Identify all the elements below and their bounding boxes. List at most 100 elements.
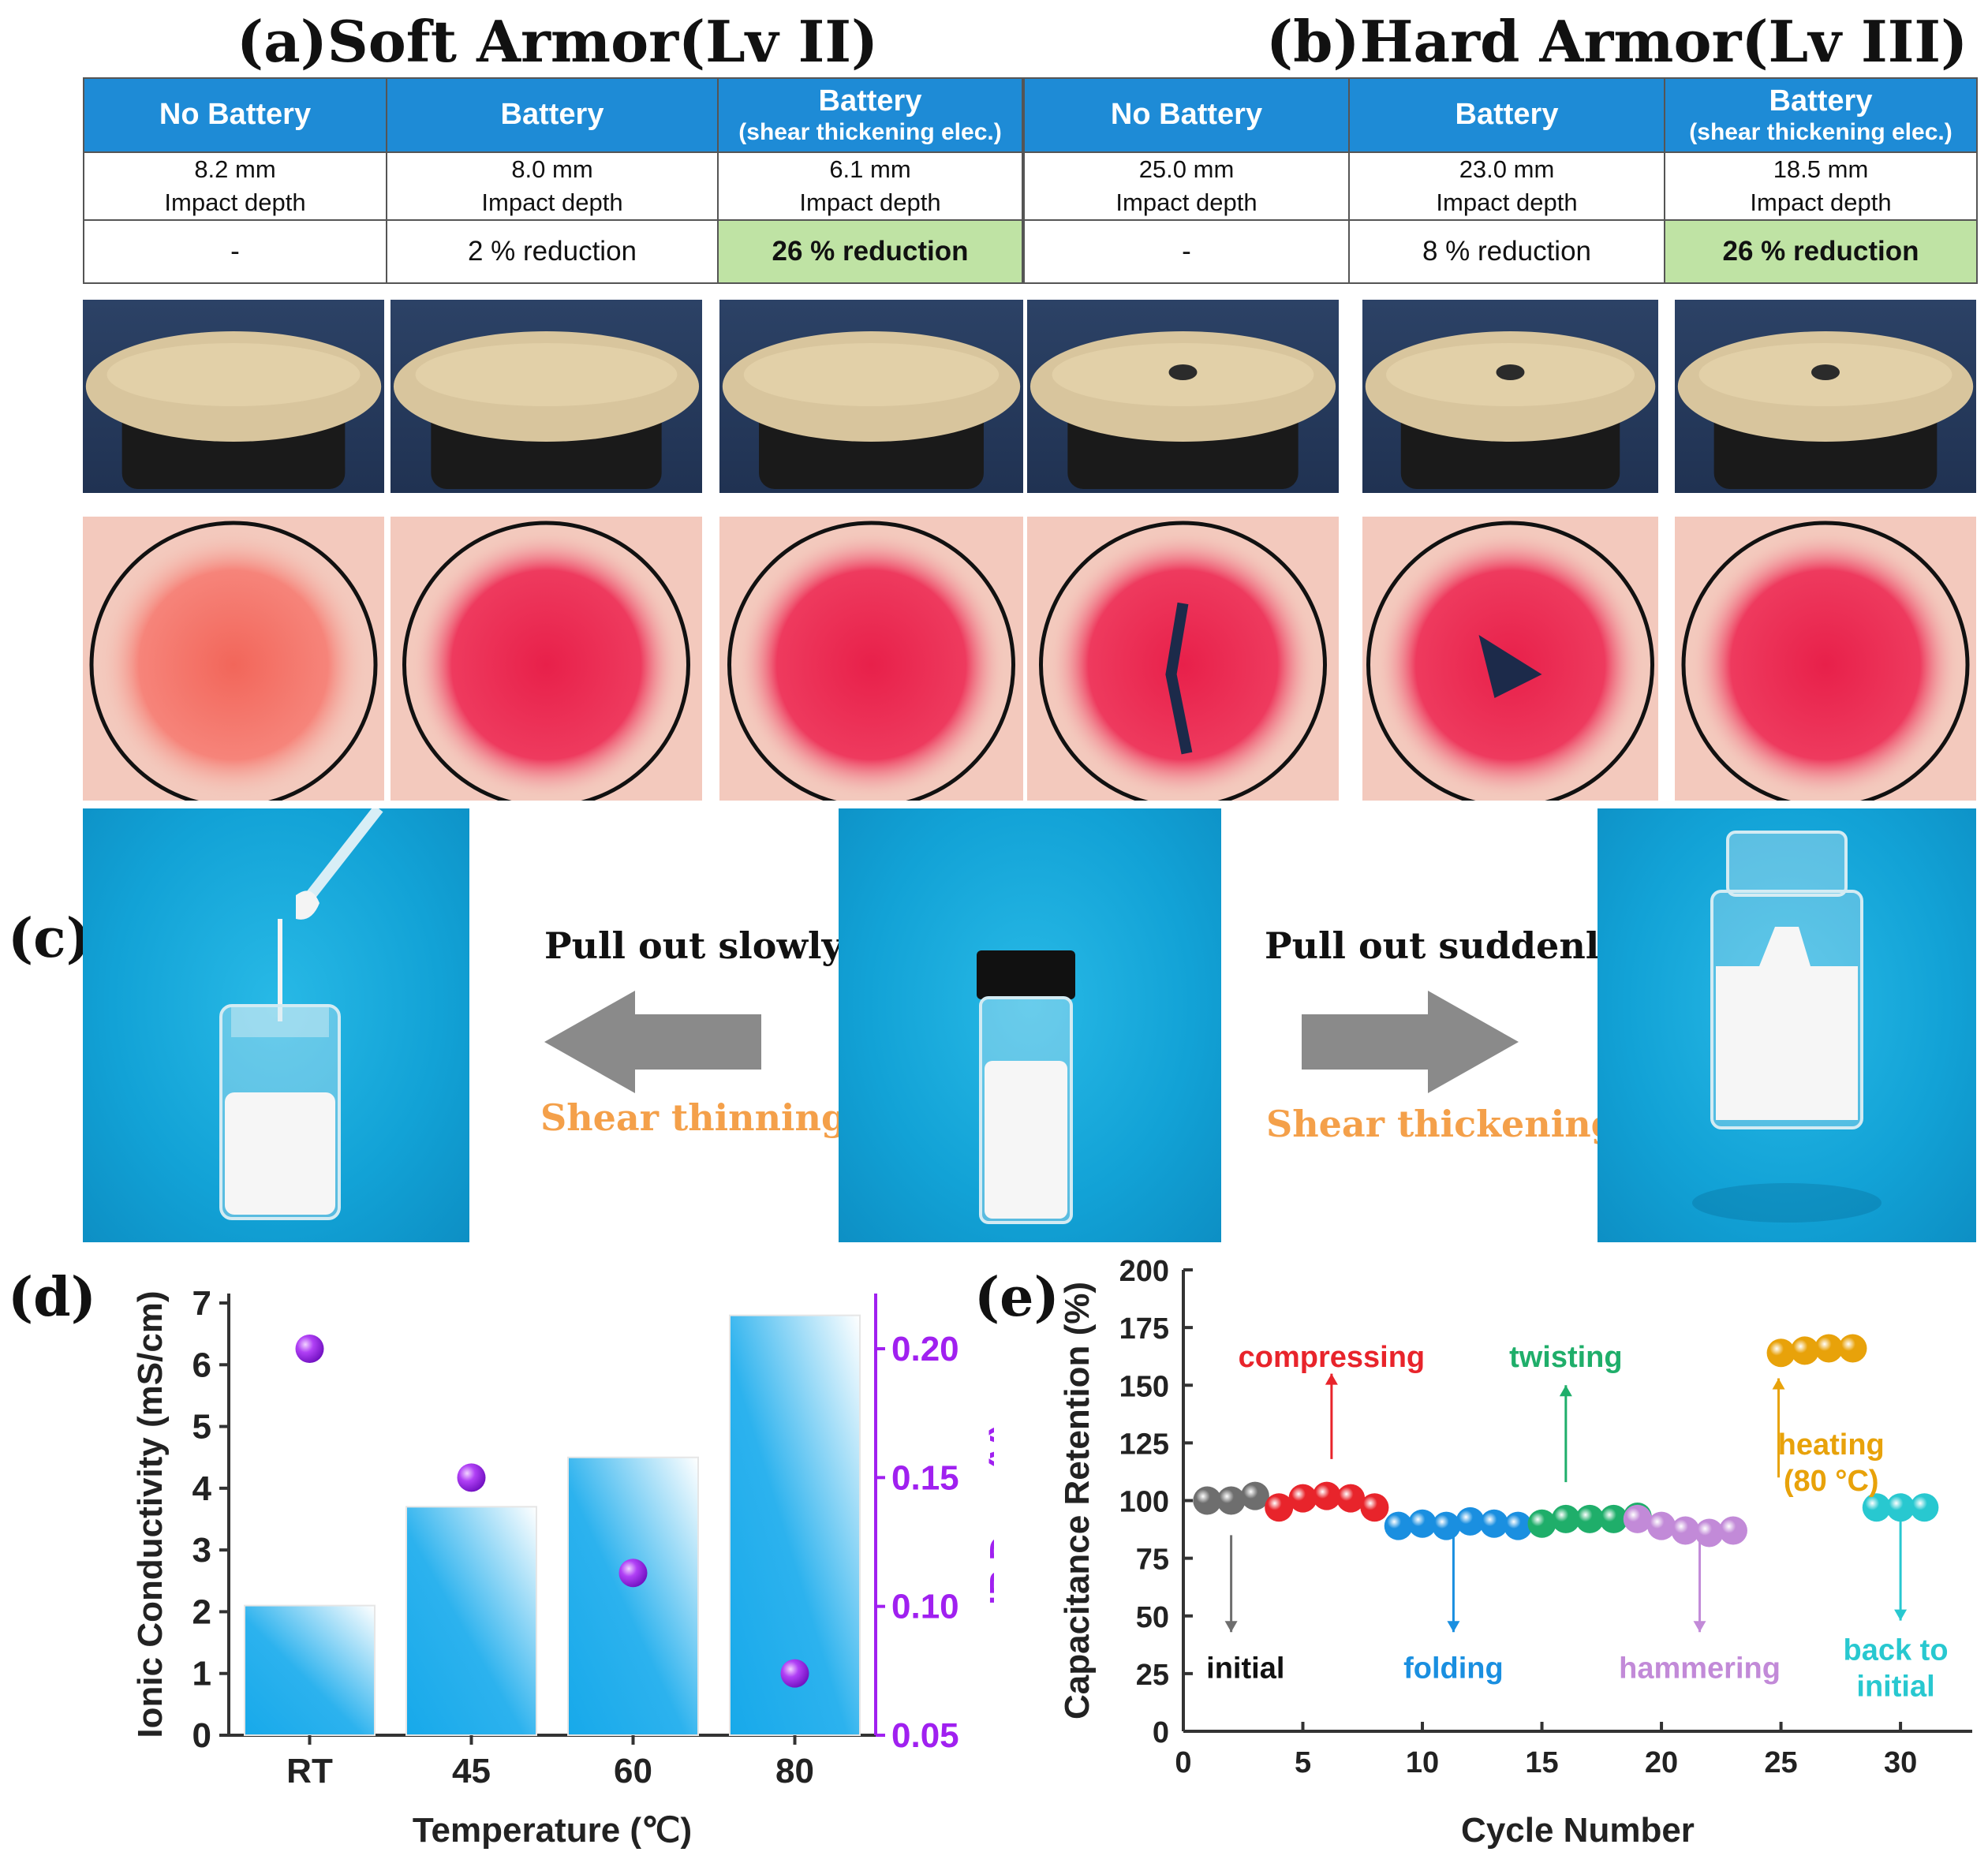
annotation-label-2: initial xyxy=(1856,1670,1934,1703)
annotation-arrowhead xyxy=(1325,1373,1338,1385)
retention-point xyxy=(1336,1484,1366,1513)
annotation-label: back to xyxy=(1844,1633,1949,1667)
retention-point xyxy=(1384,1511,1413,1540)
hard-reduction-3: 26 % reduction xyxy=(1664,219,1978,284)
witness-paper-photo xyxy=(1362,517,1658,801)
witness-paper-photo xyxy=(719,517,1023,801)
pull-sudden-text: Pull out suddenly xyxy=(1265,924,1620,967)
x-tick-label: 20 xyxy=(1645,1746,1678,1779)
clay-photo xyxy=(390,300,702,493)
retention-point xyxy=(1216,1486,1246,1515)
soft-depth-3: 6.1 mm Impact depth xyxy=(717,151,1023,221)
x-tick-label: 10 xyxy=(1406,1746,1439,1779)
hard-armor-table: No Battery Battery Battery (shear thicken… xyxy=(1023,77,1978,284)
annotation-label: initial xyxy=(1206,1652,1284,1686)
retention-point xyxy=(1288,1484,1317,1513)
retention-point xyxy=(1575,1504,1605,1533)
annotation-label: compressing xyxy=(1239,1341,1426,1374)
panel-d-label: (d) xyxy=(8,1266,96,1329)
x-axis-title: Temperature (℃) xyxy=(413,1811,692,1850)
annotation-arrowhead xyxy=(1447,1621,1460,1633)
retention-point xyxy=(1647,1511,1676,1540)
retention-point xyxy=(1766,1338,1796,1368)
retention-point xyxy=(1312,1481,1341,1510)
x-axis-title: Cycle Number xyxy=(1461,1811,1695,1850)
panel-a-title: (a)Soft Armor(Lv II) xyxy=(237,8,879,75)
clay-photo xyxy=(719,300,1023,493)
y-tick-label: 125 xyxy=(1119,1428,1169,1461)
y-tick-label: 7 xyxy=(192,1284,211,1323)
vial-sudden-photo xyxy=(1598,808,1976,1242)
y-axis-title: Ionic Conductivity (mS/cm) xyxy=(131,1290,170,1738)
retention-point xyxy=(1504,1511,1533,1540)
annotation-arrowhead xyxy=(1559,1385,1572,1397)
retention-point xyxy=(1790,1336,1819,1365)
y-tick-label: 4 xyxy=(192,1469,212,1508)
y-tick-label: 100 xyxy=(1119,1486,1169,1519)
retention-point xyxy=(1718,1516,1747,1545)
shear-thinning-text: Shear thinning xyxy=(540,1096,847,1139)
x-tick-label: 25 xyxy=(1764,1746,1797,1779)
x-tick-label: 15 xyxy=(1525,1746,1558,1779)
hard-header-no-battery: No Battery xyxy=(1023,77,1350,153)
y-tick-label: 25 xyxy=(1136,1659,1169,1692)
hard-reduction-1: - xyxy=(1023,219,1350,284)
chart-e: 0 25 50 75 100 125 150 175 200 0 5 10 15 20 25 30 Cycle … xyxy=(1058,1255,1972,1850)
x-tick-label: 5 xyxy=(1295,1746,1311,1779)
retention-point xyxy=(1814,1334,1844,1363)
soft-depth-1: 8.2 mm Impact depth xyxy=(83,151,387,221)
x-tick-label: 30 xyxy=(1884,1746,1917,1779)
y-tick-label: 75 xyxy=(1136,1544,1169,1577)
annotation-label: heating xyxy=(1778,1428,1885,1462)
retention-point xyxy=(1886,1493,1915,1522)
ir-drop-point xyxy=(780,1659,809,1688)
annotation-arrowhead xyxy=(1894,1609,1908,1621)
retention-point xyxy=(1432,1511,1461,1540)
bar xyxy=(405,1506,537,1736)
retention-point xyxy=(1623,1504,1652,1533)
soft-reduction-2: 2 % reduction xyxy=(386,219,719,284)
y2-axis-title: IR Drop (V) xyxy=(983,1424,994,1605)
y-tick-label: 0 xyxy=(192,1716,211,1755)
retention-point xyxy=(1599,1504,1628,1533)
y-tick-label: 0 xyxy=(1153,1716,1169,1749)
hard-depth-3: 18.5 mm Impact depth xyxy=(1664,151,1978,221)
retention-point xyxy=(1408,1509,1437,1538)
hard-header-battery: Battery xyxy=(1348,77,1665,153)
y-tick-label: 50 xyxy=(1136,1601,1169,1634)
y-tick-label: 175 xyxy=(1119,1312,1169,1346)
retention-point xyxy=(1671,1516,1700,1545)
retention-point xyxy=(1360,1493,1389,1522)
panel-e-label: (e) xyxy=(974,1266,1059,1329)
vial-slow-photo xyxy=(83,808,469,1242)
shear-thickening-text: Shear thickening xyxy=(1266,1103,1616,1145)
annotation-label: folding xyxy=(1403,1652,1504,1686)
panel-c-label: (c) xyxy=(8,907,92,970)
panel-b-title: (b)Hard Armor(Lv III) xyxy=(1266,8,1968,75)
clay-photo xyxy=(1675,300,1976,493)
x-tick-label: 60 xyxy=(614,1752,652,1790)
y-tick-label: 2 xyxy=(192,1592,211,1631)
annotation-label-2: (80 °C) xyxy=(1784,1465,1879,1498)
vial-center-photo xyxy=(839,808,1221,1242)
witness-paper-photo xyxy=(1027,517,1339,801)
y-tick-label: 6 xyxy=(192,1346,211,1384)
y-tick-label: 5 xyxy=(192,1408,211,1447)
retention-point xyxy=(1910,1493,1939,1522)
y-tick-label: 200 xyxy=(1119,1255,1169,1288)
pull-slow-text: Pull out slowly xyxy=(544,924,843,967)
hard-header-battery-ste: Battery (shear thickening elec.) xyxy=(1664,77,1978,153)
hard-depth-2: 23.0 mm Impact depth xyxy=(1348,151,1665,221)
bar xyxy=(244,1604,376,1736)
bar xyxy=(567,1456,699,1736)
witness-paper-photo xyxy=(1675,517,1976,801)
witness-paper-photo xyxy=(83,517,384,801)
y-tick-label: 3 xyxy=(192,1531,211,1570)
annotation-arrowhead xyxy=(1224,1621,1238,1633)
y2-tick-label: 0.10 xyxy=(891,1588,959,1626)
clay-photo xyxy=(1027,300,1339,493)
annotation-label: hammering xyxy=(1619,1652,1781,1686)
soft-header-battery-ste: Battery (shear thickening elec.) xyxy=(717,77,1023,153)
y-tick-label: 150 xyxy=(1119,1370,1169,1403)
